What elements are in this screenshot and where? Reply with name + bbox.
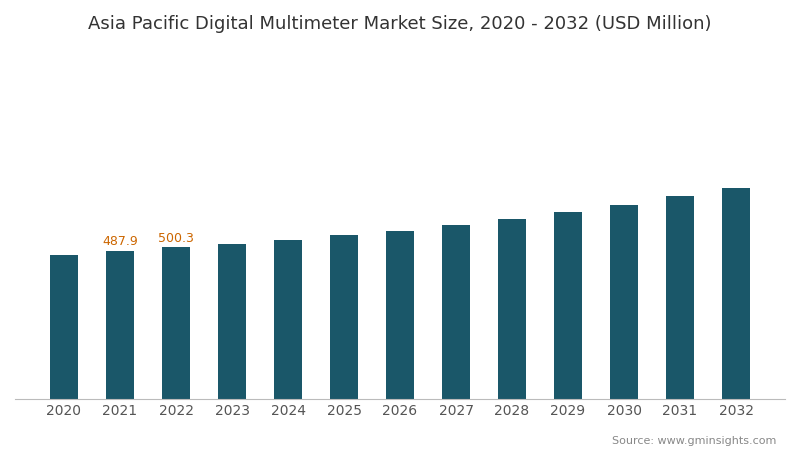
Bar [498, 219, 526, 399]
Bar [274, 240, 302, 399]
Bar [218, 244, 246, 399]
Bar [722, 188, 750, 399]
Bar [554, 212, 582, 399]
Text: 487.9: 487.9 [102, 235, 138, 249]
Bar [386, 230, 414, 399]
Text: Source: www.gminsights.com: Source: www.gminsights.com [612, 437, 776, 446]
Bar [106, 251, 134, 399]
Text: 500.3: 500.3 [158, 232, 194, 245]
Bar [442, 226, 470, 399]
Title: Asia Pacific Digital Multimeter Market Size, 2020 - 2032 (USD Million): Asia Pacific Digital Multimeter Market S… [88, 15, 712, 33]
Bar [50, 254, 78, 399]
Bar [666, 196, 694, 399]
Bar [162, 247, 190, 399]
Bar [330, 235, 358, 399]
Bar [610, 205, 638, 399]
